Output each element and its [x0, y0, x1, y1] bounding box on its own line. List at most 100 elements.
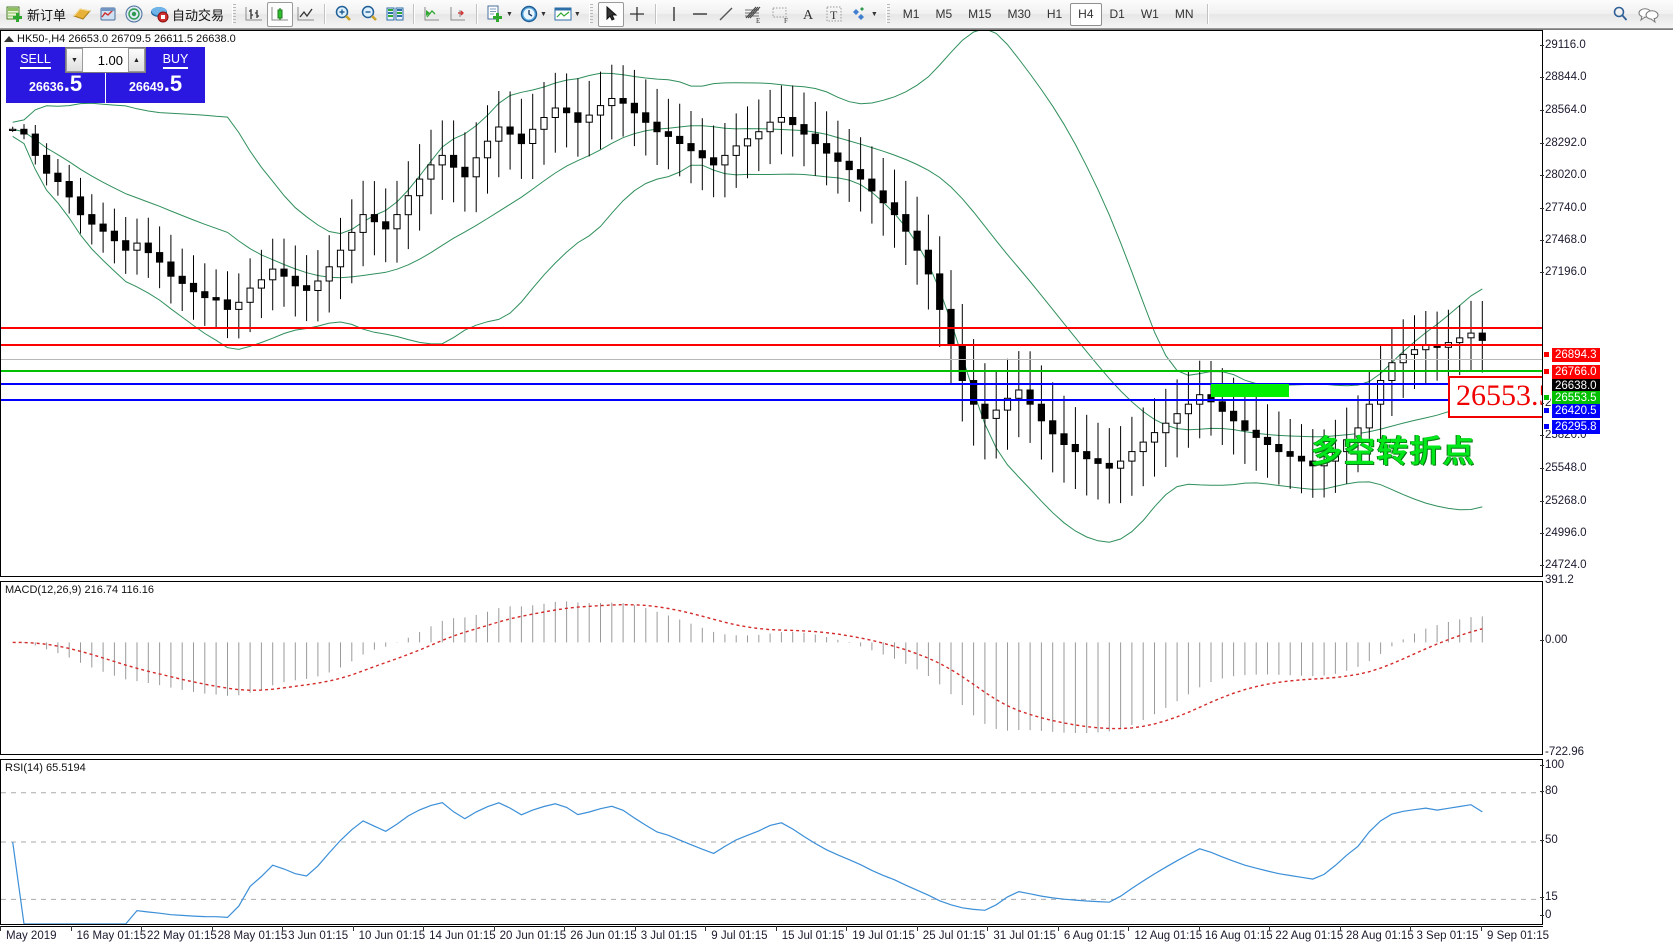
zoom-out-button[interactable]	[356, 2, 382, 27]
pivot-zone-highlight[interactable]	[1211, 384, 1289, 397]
price-tag-resistance[interactable]: 26894.3	[1552, 348, 1600, 362]
candlestick-chart-button[interactable]	[267, 1, 294, 27]
cursor-button[interactable]	[597, 1, 624, 27]
time-tick-13: 25 Jul 01:15	[916, 926, 985, 942]
new-order-button[interactable]: 新订单	[2, 2, 69, 27]
timeframe-button-d1[interactable]: D1	[1109, 7, 1125, 21]
fibonacci-button[interactable]: E	[739, 2, 767, 27]
toolbar-grip-3[interactable]	[885, 4, 890, 24]
price-tag-support[interactable]: 26295.8	[1552, 420, 1600, 434]
indicators-caret-icon[interactable]: ▼	[506, 10, 513, 18]
objects-caret-icon[interactable]: ▼	[870, 10, 878, 18]
templates-caret-icon[interactable]: ▼	[573, 10, 581, 18]
rsi-tick-0: 0	[1540, 909, 1551, 921]
timeframe-button-mn[interactable]: MN	[1174, 7, 1194, 21]
buy-price[interactable]: 26649 .5	[106, 73, 205, 103]
indicators-icon	[487, 5, 503, 22]
price-line-26766[interactable]	[1, 344, 1542, 346]
price-chart-canvas[interactable]: 26553.5 多空转折点	[1, 31, 1542, 576]
price-annotation-box[interactable]: 26553.5	[1448, 376, 1542, 418]
equidistant-channel-icon: F	[772, 7, 788, 24]
price-line-26553-pivot[interactable]	[1, 370, 1542, 372]
toolbar-grip-1[interactable]	[232, 4, 237, 24]
time-tick-12: 19 Jul 01:15	[846, 926, 915, 942]
macd-label: MACD(12,26,9) 216.74 116.16	[5, 584, 154, 596]
tile-windows-button[interactable]	[382, 2, 408, 27]
price-handle-resistance[interactable]	[1543, 368, 1550, 375]
timeframe-group: M1 M5 M15 M30 H1 H4 D1 W1 MN	[895, 2, 1202, 26]
chart-window[interactable]: 26553.5 多空转折点 HK50-,H4 26653.0 26709.5 2…	[0, 29, 1673, 948]
indicators-button[interactable]: ▼	[482, 2, 516, 27]
bar-chart-button[interactable]	[241, 2, 267, 27]
buy-button[interactable]: BUY	[146, 47, 205, 73]
price-y-axis[interactable]: 29116.0 28844.0 28564.0 28292.0 28020.0 27740…	[1540, 30, 1673, 577]
price-handle-resistance[interactable]	[1543, 351, 1550, 358]
chart-expand-icon[interactable]	[4, 36, 14, 42]
line-chart-button[interactable]	[293, 2, 319, 27]
volume-decrement-button[interactable]: ▼	[66, 48, 83, 72]
timeframe-button-h1[interactable]: H1	[1046, 7, 1063, 21]
price-line-26894[interactable]	[1, 327, 1542, 329]
timeframe-button-h4[interactable]: H4	[1070, 2, 1102, 26]
vertical-line-button[interactable]	[661, 2, 687, 27]
objects-button[interactable]: ▼	[847, 2, 881, 27]
rsi-canvas[interactable]	[1, 760, 1542, 924]
price-tag-pivot[interactable]: 26553.5	[1552, 391, 1600, 405]
sell-button[interactable]: SELL	[6, 47, 65, 73]
text-label-button[interactable]: T	[821, 2, 847, 27]
time-tick-16: 12 Aug 01:15	[1128, 926, 1202, 942]
rsi-y-axis[interactable]: 100 80 50 15 0	[1540, 759, 1673, 925]
rsi-panel[interactable]: RSI(14) 65.5194	[0, 759, 1543, 925]
price-chart-panel[interactable]: 26553.5 多空转折点 HK50-,H4 26653.0 26709.5 2…	[0, 30, 1543, 577]
price-tick-28020-0: 28020.0	[1540, 169, 1587, 181]
macd-y-axis[interactable]: 391.2 0.00 -722.96	[1540, 574, 1673, 758]
svg-text:A: A	[803, 8, 814, 23]
timeframe-button-m15[interactable]: M15	[968, 7, 992, 21]
price-line-26420[interactable]	[1, 383, 1542, 385]
crosshair-button[interactable]	[624, 2, 650, 27]
price-tag-current-price[interactable]: 26638.0	[1552, 379, 1600, 393]
autotrade-button[interactable]: 自动交易	[147, 2, 227, 27]
macd-tick-72296: -722.96	[1545, 746, 1585, 758]
trendline-button[interactable]	[713, 2, 739, 27]
price-handle-support[interactable]	[1543, 407, 1550, 414]
equidistant-channel-button[interactable]: F	[767, 2, 795, 27]
macd-canvas[interactable]	[1, 582, 1542, 754]
volume-value[interactable]: 1.00	[97, 52, 123, 68]
price-tag-support[interactable]: 26420.5	[1552, 404, 1600, 418]
price-line-26295[interactable]	[1, 399, 1542, 401]
price-handle-pivot[interactable]	[1543, 394, 1550, 401]
profiles-button[interactable]	[69, 2, 95, 27]
volume-increment-button[interactable]: ▲	[128, 48, 145, 72]
price-handle-support[interactable]	[1543, 423, 1550, 430]
autoscroll-button[interactable]	[419, 2, 445, 27]
timeframe-button-m1[interactable]: M1	[902, 7, 920, 21]
period-button[interactable]: ▼	[516, 2, 550, 27]
toolbar-grip-2[interactable]	[588, 4, 593, 24]
volume-stepper[interactable]: ▼ 1.00 ▲	[65, 47, 146, 73]
horizontal-line-button[interactable]	[687, 2, 713, 27]
rsi-svg	[1, 792, 1542, 924]
templates-icon	[554, 7, 572, 21]
chart-shift-button[interactable]	[445, 2, 471, 27]
market-watch-button[interactable]	[95, 2, 121, 27]
chinese-annotation-label[interactable]: 多空转折点	[1311, 434, 1476, 470]
timeframe-button-m5[interactable]: M5	[935, 7, 953, 21]
macd-histogram	[23, 601, 1483, 733]
zoom-in-button[interactable]	[330, 2, 356, 27]
sell-price[interactable]: 26636 .5	[6, 73, 105, 103]
one-click-trading-panel[interactable]: SELL ▼ 1.00 ▲ BUY 26636 .5 26649	[6, 47, 205, 103]
timeframe-button-m30[interactable]: M30	[1007, 7, 1031, 21]
period-caret-icon[interactable]: ▼	[539, 10, 547, 18]
time-tick-8: 26 Jun 01:15	[564, 926, 637, 942]
search-button[interactable]	[1607, 2, 1633, 27]
templates-button[interactable]: ▼	[550, 2, 584, 27]
navigator-button[interactable]	[121, 2, 147, 27]
price-tag-resistance[interactable]: 26766.0	[1552, 365, 1600, 379]
timeframe-button-w1[interactable]: W1	[1140, 7, 1159, 21]
macd-panel[interactable]: MACD(12,26,9) 216.74 116.16	[0, 581, 1543, 755]
chat-button[interactable]	[1633, 2, 1663, 27]
time-x-axis[interactable]: May 2019 16 May 01:15 22 May 01:15 28 May 0…	[0, 926, 1549, 948]
text-button[interactable]: A	[795, 2, 821, 27]
